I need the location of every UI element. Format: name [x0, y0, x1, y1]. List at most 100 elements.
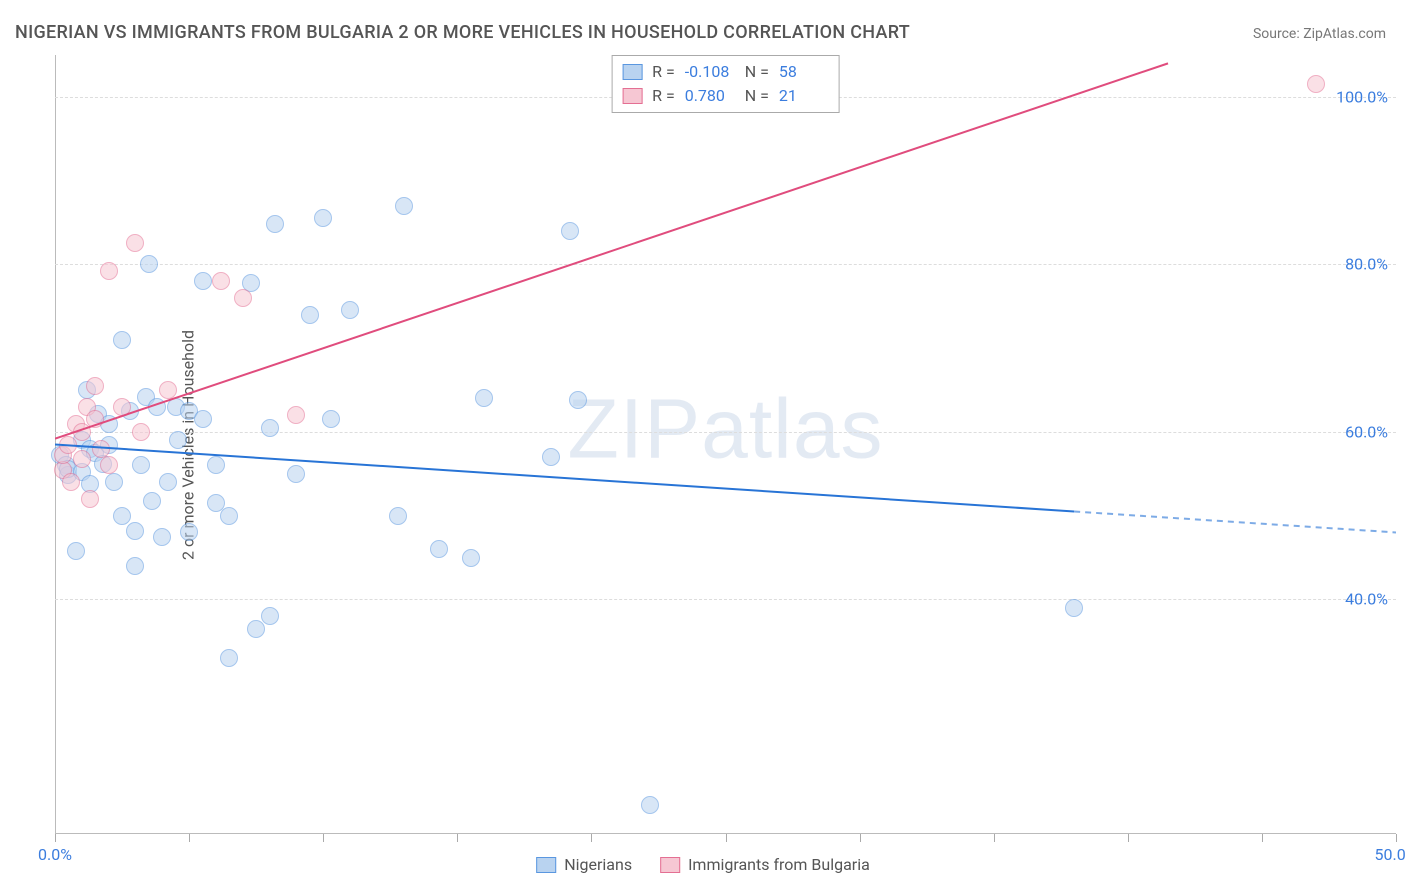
ytick-label: 80.0% [1345, 255, 1388, 274]
xtick [726, 834, 727, 842]
data-point-nigerians [220, 649, 238, 667]
data-point-nigerians [542, 448, 560, 466]
chart-area: 2 or more Vehicles in Household ZIPatlas… [55, 55, 1396, 834]
data-point-nigerians [207, 456, 225, 474]
xtick [457, 834, 458, 842]
xtick [591, 834, 592, 842]
data-point-nigerians [287, 465, 305, 483]
y-axis-line [55, 55, 56, 834]
data-point-nigerians [322, 410, 340, 428]
stats-row-nigerians: R = -0.108 N = 58 [622, 60, 829, 84]
data-point-nigerians [220, 507, 238, 525]
data-point-nigerians [462, 549, 480, 567]
source-site: ZipAtlas.com [1303, 26, 1386, 42]
data-point-nigerians [180, 523, 198, 541]
data-point-nigerians [266, 215, 284, 233]
gridline [55, 264, 1396, 265]
data-point-nigerians [1065, 599, 1083, 617]
data-point-nigerians [389, 507, 407, 525]
data-point-nigerians [67, 542, 85, 560]
data-point-bulgaria [86, 410, 104, 428]
r-label: R = [652, 84, 675, 108]
data-point-nigerians [148, 398, 166, 416]
legend-label-nigerians: Nigerians [564, 855, 632, 874]
xtick [994, 834, 995, 842]
ytick-label: 60.0% [1345, 422, 1388, 441]
series-legend: Nigerians Immigrants from Bulgaria [536, 855, 870, 874]
watermark: ZIPatlas [567, 380, 883, 477]
data-point-bulgaria [287, 406, 305, 424]
xtick [1396, 834, 1397, 842]
trend-line-bulgaria [55, 63, 1168, 438]
legend-item-bulgaria: Immigrants from Bulgaria [660, 855, 870, 874]
data-point-nigerians [301, 306, 319, 324]
swatch-nigerians [536, 857, 556, 873]
data-point-nigerians [641, 796, 659, 814]
n-label: N = [745, 84, 769, 108]
data-point-nigerians [569, 391, 587, 409]
data-point-nigerians [113, 331, 131, 349]
data-point-nigerians [561, 222, 579, 240]
data-point-nigerians [395, 197, 413, 215]
data-point-nigerians [261, 419, 279, 437]
r-value-bulgaria: 0.780 [685, 84, 735, 108]
data-point-nigerians [132, 456, 150, 474]
data-point-bulgaria [100, 262, 118, 280]
data-point-nigerians [105, 473, 123, 491]
ytick-label: 40.0% [1345, 590, 1388, 609]
watermark-atlas: atlas [701, 381, 883, 475]
data-point-bulgaria [62, 473, 80, 491]
data-point-nigerians [140, 255, 158, 273]
n-label: N = [745, 60, 769, 84]
swatch-nigerians [622, 64, 642, 80]
chart-title: NIGERIAN VS IMMIGRANTS FROM BULGARIA 2 O… [15, 22, 910, 43]
gridline [55, 432, 1396, 433]
legend-item-nigerians: Nigerians [536, 855, 632, 874]
xtick [860, 834, 861, 842]
data-point-nigerians [143, 492, 161, 510]
swatch-bulgaria [660, 857, 680, 873]
source-prefix: Source: [1253, 26, 1303, 42]
source-attribution: Source: ZipAtlas.com [1253, 26, 1386, 42]
xtick [189, 834, 190, 842]
data-point-nigerians [341, 301, 359, 319]
data-point-bulgaria [100, 456, 118, 474]
data-point-bulgaria [73, 450, 91, 468]
data-point-bulgaria [212, 272, 230, 290]
stats-row-bulgaria: R = 0.780 N = 21 [622, 84, 829, 108]
data-point-nigerians [194, 410, 212, 428]
trend-line-dash-nigerians [1074, 512, 1396, 533]
data-point-nigerians [261, 607, 279, 625]
data-point-nigerians [159, 473, 177, 491]
xtick-label: 0.0% [38, 845, 72, 864]
gridline [55, 599, 1396, 600]
data-point-bulgaria [132, 423, 150, 441]
data-point-bulgaria [159, 381, 177, 399]
data-point-bulgaria [1307, 75, 1325, 93]
n-value-bulgaria: 21 [779, 84, 829, 108]
data-point-bulgaria [113, 398, 131, 416]
n-value-nigerians: 58 [779, 60, 829, 84]
data-point-bulgaria [92, 440, 110, 458]
data-point-nigerians [113, 507, 131, 525]
xtick [55, 834, 56, 842]
data-point-nigerians [475, 389, 493, 407]
ytick-label: 100.0% [1336, 87, 1388, 106]
data-point-nigerians [194, 272, 212, 290]
xtick-label: 50.0% [1375, 845, 1406, 864]
stats-legend: R = -0.108 N = 58 R = 0.780 N = 21 [611, 55, 840, 113]
r-value-nigerians: -0.108 [685, 60, 735, 84]
xtick [1128, 834, 1129, 842]
plot-region: ZIPatlas R = -0.108 N = 58 R = 0.780 N =… [55, 55, 1396, 834]
data-point-bulgaria [126, 234, 144, 252]
data-point-nigerians [126, 557, 144, 575]
r-label: R = [652, 60, 675, 84]
xtick [323, 834, 324, 842]
data-point-nigerians [430, 540, 448, 558]
data-point-nigerians [169, 431, 187, 449]
data-point-bulgaria [234, 289, 252, 307]
data-point-nigerians [314, 209, 332, 227]
data-point-bulgaria [81, 490, 99, 508]
legend-label-bulgaria: Immigrants from Bulgaria [688, 855, 870, 874]
data-point-nigerians [126, 522, 144, 540]
